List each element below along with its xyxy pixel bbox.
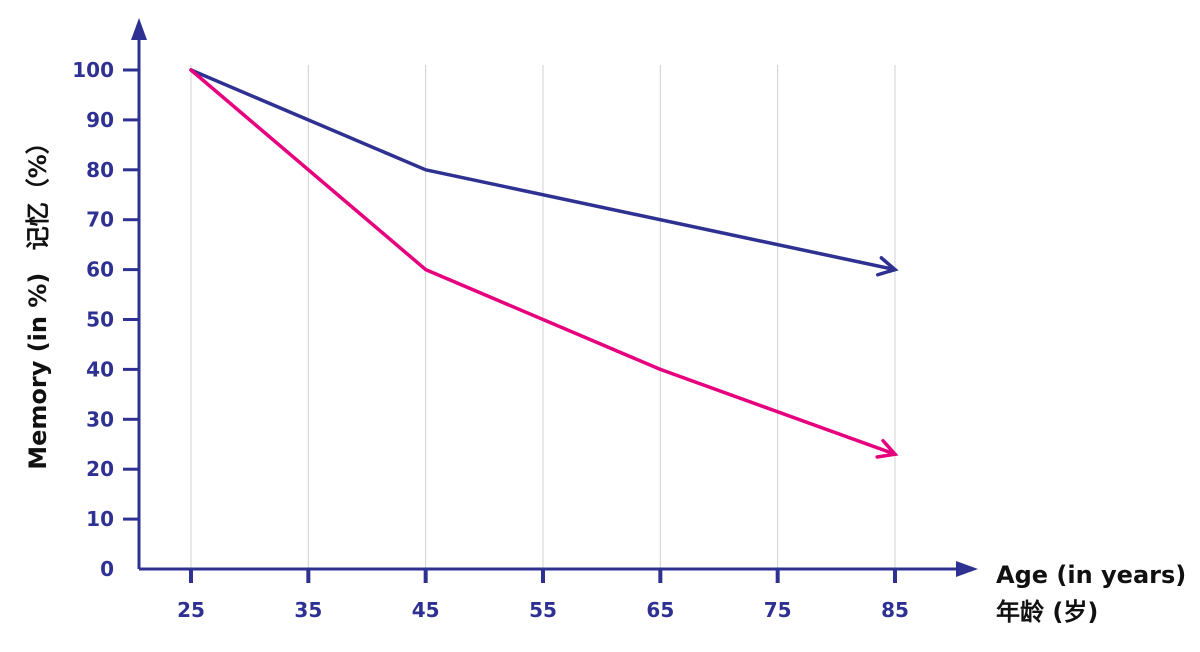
axes: [123, 18, 978, 583]
y-tick-label-90: 90: [86, 108, 114, 132]
x-tick-label-85: 85: [881, 598, 909, 622]
y-tick-label-0: 0: [100, 557, 114, 581]
x-axis-arrowhead: [956, 561, 978, 577]
x-axis-title-cn: 年龄 (岁): [996, 598, 1098, 626]
y-axis-arrowhead: [131, 18, 147, 40]
y-tick-label-80: 80: [86, 158, 114, 182]
series-arrowhead-1: [876, 256, 899, 277]
y-axis-title-en: Memory (in %): [24, 273, 52, 470]
y-axis-title: Memory (in %) 记忆（%）: [24, 130, 52, 470]
y-tick-label-70: 70: [86, 208, 114, 232]
y-tick-label-30: 30: [86, 407, 114, 431]
tick-labels: 0 10 20 30 40 50 60 70 80 90 100 25 35 45 55 65 75 85: [72, 58, 909, 622]
series: [189, 68, 899, 459]
series-line-2: [189, 68, 897, 456]
y-tick-label-40: 40: [86, 357, 114, 381]
x-tick-label-75: 75: [764, 598, 792, 622]
y-tick-label-60: 60: [86, 258, 114, 282]
x-tick-label-25: 25: [177, 598, 205, 622]
x-tick-label-65: 65: [646, 598, 674, 622]
x-axis-title: Age (in years): [996, 561, 1186, 589]
x-tick-label-55: 55: [529, 598, 557, 622]
y-tick-label-100: 100: [72, 58, 114, 82]
grid: [190, 65, 896, 569]
series-arrowhead-2: [875, 438, 899, 459]
y-tick-label-50: 50: [86, 308, 114, 332]
x-tick-label-45: 45: [412, 598, 440, 622]
series-line-1: [189, 68, 897, 272]
y-axis-title-cn: 记忆（%）: [24, 130, 52, 250]
y-tick-label-10: 10: [86, 507, 114, 531]
y-tick-label-20: 20: [86, 457, 114, 481]
x-tick-label-35: 35: [294, 598, 322, 622]
